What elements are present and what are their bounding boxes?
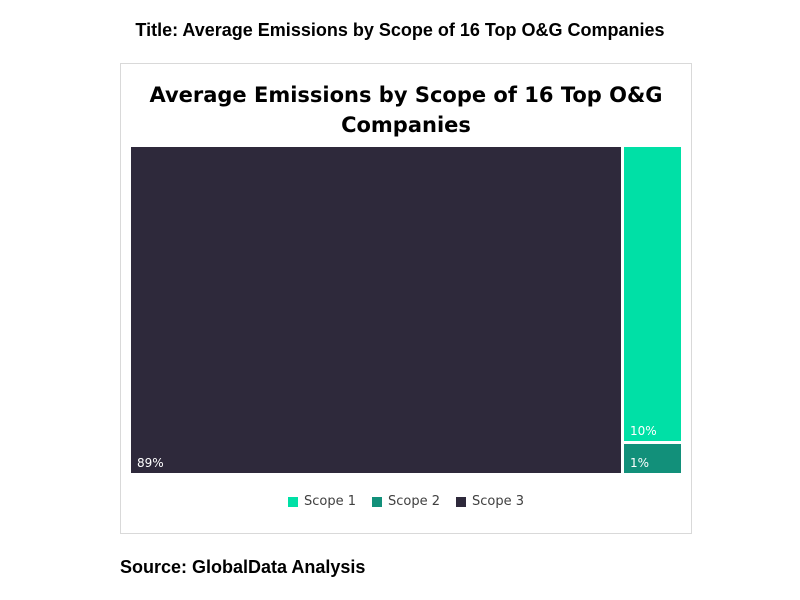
legend-label-scope-2: Scope 2 (387, 494, 440, 509)
legend-swatch-scope-3 (456, 496, 466, 507)
data-label-scope-1: 10% (630, 424, 657, 438)
chart-title: Average Emissions by Scope of 16 Top O&G… (121, 80, 691, 140)
legend-item-scope-2: Scope 2 (371, 494, 440, 509)
treemap-tile-scope-3 (131, 147, 621, 473)
legend-label-scope-1: Scope 1 (303, 494, 356, 509)
legend-item-scope-3: Scope 3 (456, 494, 524, 509)
source-note: Source: GlobalData Analysis (120, 557, 366, 577)
treemap-plot: 89% 10% 1% (131, 147, 681, 473)
data-label-scope-3: 89% (137, 456, 164, 470)
legend-swatch-scope-1 (287, 496, 298, 507)
chart-frame: Average Emissions by Scope of 16 Top O&G… (120, 63, 692, 534)
page-title: Title: Average Emissions by Scope of 16 … (135, 20, 665, 40)
legend-swatch-scope-2 (371, 496, 382, 507)
treemap-tile-scope-2 (624, 444, 681, 473)
legend: Scope 1 Scope 2 Scope 3 (121, 494, 691, 509)
chart-title-line-2: Companies (341, 113, 471, 137)
legend-label-scope-3: Scope 3 (472, 494, 525, 509)
data-label-scope-2: 1% (630, 456, 649, 470)
legend-item-scope-1: Scope 1 (287, 494, 356, 509)
treemap-tile-scope-1 (624, 147, 681, 441)
chart-title-line-1: Average Emissions by Scope of 16 Top O&G (149, 83, 663, 107)
